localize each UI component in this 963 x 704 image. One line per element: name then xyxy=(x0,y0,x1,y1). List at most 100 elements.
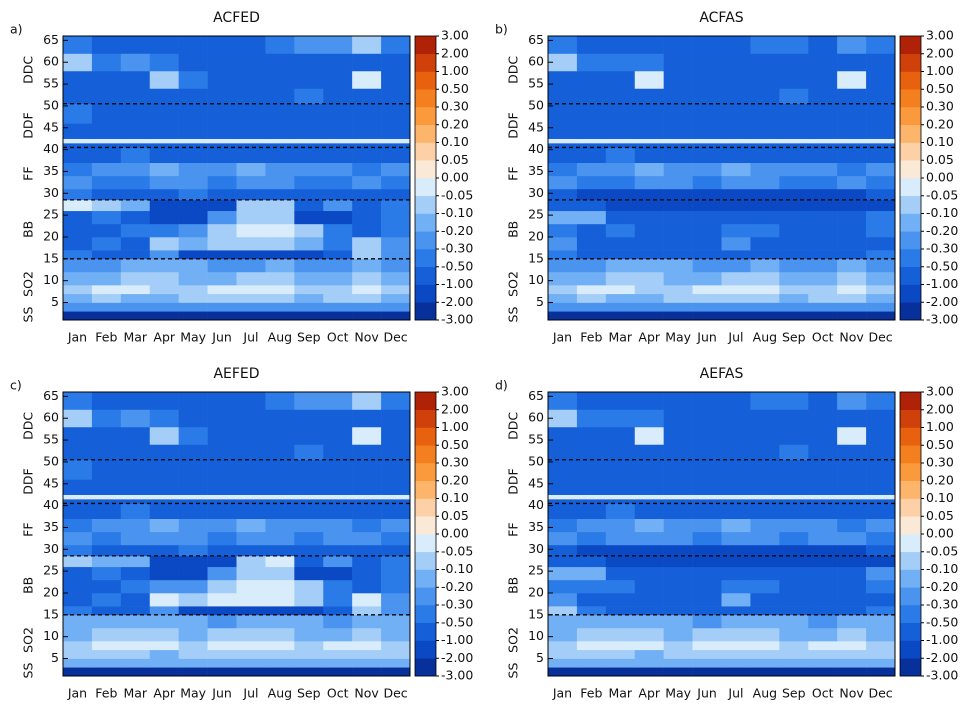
heat-cell xyxy=(634,555,664,568)
heat-cell xyxy=(605,503,636,520)
heat-cell xyxy=(381,658,411,668)
heat-cell xyxy=(576,188,607,201)
heat-cell xyxy=(721,236,751,251)
heat-cell xyxy=(808,531,838,546)
heat-cell xyxy=(750,138,780,144)
y-tick-label: 10 xyxy=(43,628,59,643)
heat-cell xyxy=(207,667,237,677)
heat-cell xyxy=(576,258,607,273)
heat-cell xyxy=(120,162,151,177)
heat-cell xyxy=(294,175,324,190)
colorbar-box xyxy=(415,89,436,108)
heat-cell xyxy=(605,479,636,495)
heat-cell xyxy=(866,70,896,89)
heat-cell xyxy=(750,223,780,238)
heat-cell xyxy=(91,199,122,212)
colorbar-label: 0.50 xyxy=(441,437,469,452)
heat-cell xyxy=(576,426,607,445)
heat-cell xyxy=(149,444,179,461)
heat-cell xyxy=(750,614,780,629)
heat-cell xyxy=(178,614,208,629)
heat-cell xyxy=(663,302,693,312)
heat-cell xyxy=(178,147,208,164)
heat-cell xyxy=(721,627,751,642)
heat-cell xyxy=(634,143,664,148)
heat-cell xyxy=(548,566,578,581)
colorbar-label: 0.05 xyxy=(926,152,954,167)
x-tick-label: Dec xyxy=(383,330,407,345)
heat-cell xyxy=(120,258,151,273)
heat-cell xyxy=(149,667,179,677)
heat-cell xyxy=(265,479,295,495)
heat-cell xyxy=(294,544,324,557)
heat-cell xyxy=(866,627,896,642)
heat-cell xyxy=(548,293,578,303)
heat-cell xyxy=(207,175,237,190)
heat-cell xyxy=(91,147,122,164)
heat-cell xyxy=(323,614,353,629)
heat-cell xyxy=(149,614,179,629)
heat-cell xyxy=(149,103,179,124)
x-tick-label: Jun xyxy=(211,330,232,345)
heat-cell xyxy=(294,555,324,568)
heat-cell xyxy=(63,293,93,303)
chart-title: ACFAS xyxy=(699,10,743,26)
heat-cell xyxy=(236,606,266,616)
heat-cell xyxy=(294,499,324,504)
heat-cell xyxy=(294,426,324,445)
heat-cell xyxy=(381,494,411,500)
heat-cell xyxy=(692,271,722,286)
colorbar-box xyxy=(900,231,921,250)
colorbar-box xyxy=(415,587,436,606)
colorbar-box xyxy=(900,160,921,179)
heat-cell xyxy=(663,592,693,607)
heat-cell xyxy=(808,649,838,659)
heat-cell xyxy=(576,503,607,520)
heat-cell xyxy=(63,285,93,295)
heat-cell xyxy=(837,566,867,581)
heat-cell xyxy=(207,302,237,312)
x-tick-label: Aug xyxy=(268,686,292,701)
heat-cell xyxy=(178,162,208,177)
colorbar-box xyxy=(415,160,436,179)
heat-cell xyxy=(866,103,896,124)
heat-cell xyxy=(808,271,838,286)
heat-cell xyxy=(866,258,896,273)
heat-cell xyxy=(837,88,867,105)
heat-cell xyxy=(750,162,780,177)
heat-cell xyxy=(866,285,896,295)
heat-cell xyxy=(294,138,324,144)
heat-cell xyxy=(750,236,780,251)
heat-cell xyxy=(236,658,266,668)
heat-cell xyxy=(750,518,780,533)
heat-cell xyxy=(207,271,237,286)
heat-cell xyxy=(91,555,122,568)
heat-cell xyxy=(808,293,838,303)
heat-cell xyxy=(207,606,237,616)
plot-frame xyxy=(547,35,896,321)
colorbar-label: -3.00 xyxy=(441,668,473,683)
heat-cell xyxy=(576,175,607,190)
heat-cell xyxy=(605,592,636,607)
heat-cell xyxy=(634,592,664,607)
heat-cell xyxy=(779,592,809,607)
colorbar-box xyxy=(900,569,921,588)
heat-cell xyxy=(779,175,809,190)
heat-cell xyxy=(663,544,693,557)
heat-cell xyxy=(663,293,693,303)
colorbar-box xyxy=(415,142,436,161)
heat-cell xyxy=(91,566,122,581)
heat-cell xyxy=(866,409,896,428)
heat-cell xyxy=(750,641,780,651)
chart-title: AEFED xyxy=(213,366,259,382)
colorbar-label: 2.00 xyxy=(441,45,469,60)
colorbar-label: -0.10 xyxy=(926,205,958,220)
heat-cell xyxy=(692,88,722,105)
heat-cell xyxy=(634,53,664,72)
heat-cell xyxy=(352,143,382,148)
heat-cell xyxy=(149,293,179,303)
y-tick-label: 25 xyxy=(43,563,59,578)
heat-cell xyxy=(634,103,664,124)
colorbar-label: -3.00 xyxy=(926,312,958,327)
heat-cell xyxy=(236,459,266,480)
